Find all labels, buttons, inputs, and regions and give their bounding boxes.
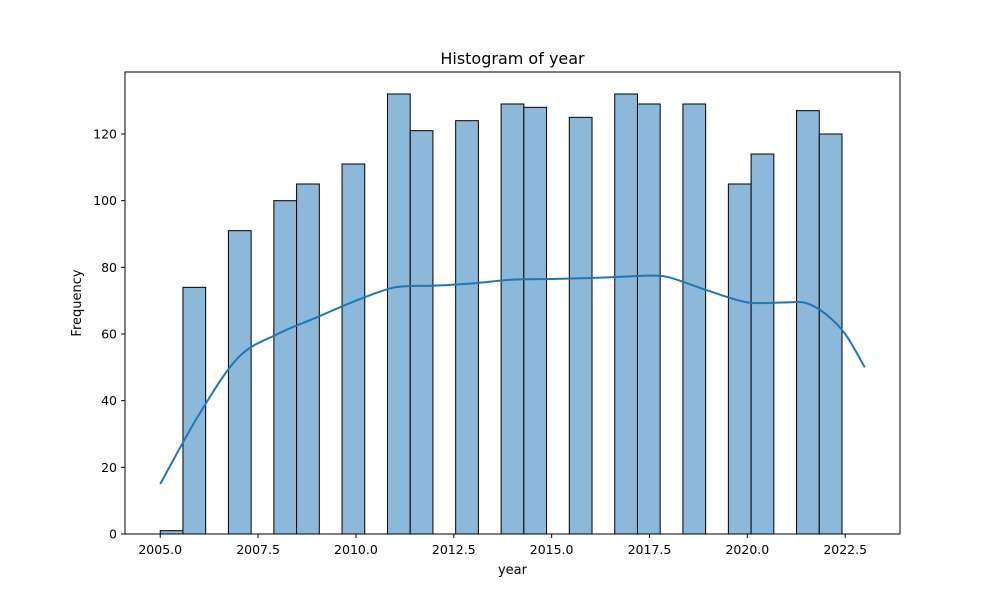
histogram-bar (636, 103, 661, 535)
y-tick-label: 0 (109, 527, 117, 542)
kde-line (159, 274, 866, 485)
histogram-bar (818, 133, 843, 535)
histogram-bar (227, 230, 252, 535)
x-tick-label: 2020.0 (725, 542, 769, 557)
histogram-bar (614, 93, 638, 535)
y-tick-label: 80 (101, 260, 117, 275)
bars-group (159, 93, 843, 535)
x-tick-label: 2017.5 (628, 542, 672, 557)
plot-frame (124, 71, 901, 535)
x-axis-label: year (498, 563, 528, 578)
histogram-bar (682, 103, 707, 535)
x-tick-label: 2007.5 (236, 542, 280, 557)
histogram-bar (455, 120, 479, 535)
histogram-bar (409, 130, 434, 535)
histogram-bar (727, 183, 752, 535)
histogram-bar (386, 93, 411, 535)
y-tick-label: 100 (93, 193, 117, 208)
x-tick-label: 2012.5 (432, 542, 476, 557)
histogram-bar (796, 110, 820, 535)
histogram-bar (296, 183, 320, 535)
y-tick-label: 120 (93, 127, 117, 142)
histogram-bar (523, 106, 548, 535)
y-tick-label: 60 (101, 327, 117, 342)
x-axis: 2005.0 2007.5 2010.0 2012.5 2015.0 2017.5 2020… (138, 534, 867, 557)
y-tick-label: 40 (101, 393, 117, 408)
y-axis-label: Frequency (70, 269, 85, 336)
histogram-bar (750, 153, 775, 535)
histogram-bar (273, 200, 298, 535)
x-tick-label: 2010.0 (334, 542, 378, 557)
x-tick-label: 2022.5 (823, 542, 867, 557)
chart-title: Histogram of year (440, 49, 585, 68)
x-tick-label: 2015.0 (530, 542, 574, 557)
y-axis: 0 20 40 60 80 100 120 (93, 127, 125, 542)
y-tick-label: 20 (101, 460, 117, 475)
histogram-bar (341, 163, 366, 535)
histogram-bar (568, 116, 593, 535)
x-tick-label: 2005.0 (138, 542, 182, 557)
histogram-bar (500, 103, 525, 535)
